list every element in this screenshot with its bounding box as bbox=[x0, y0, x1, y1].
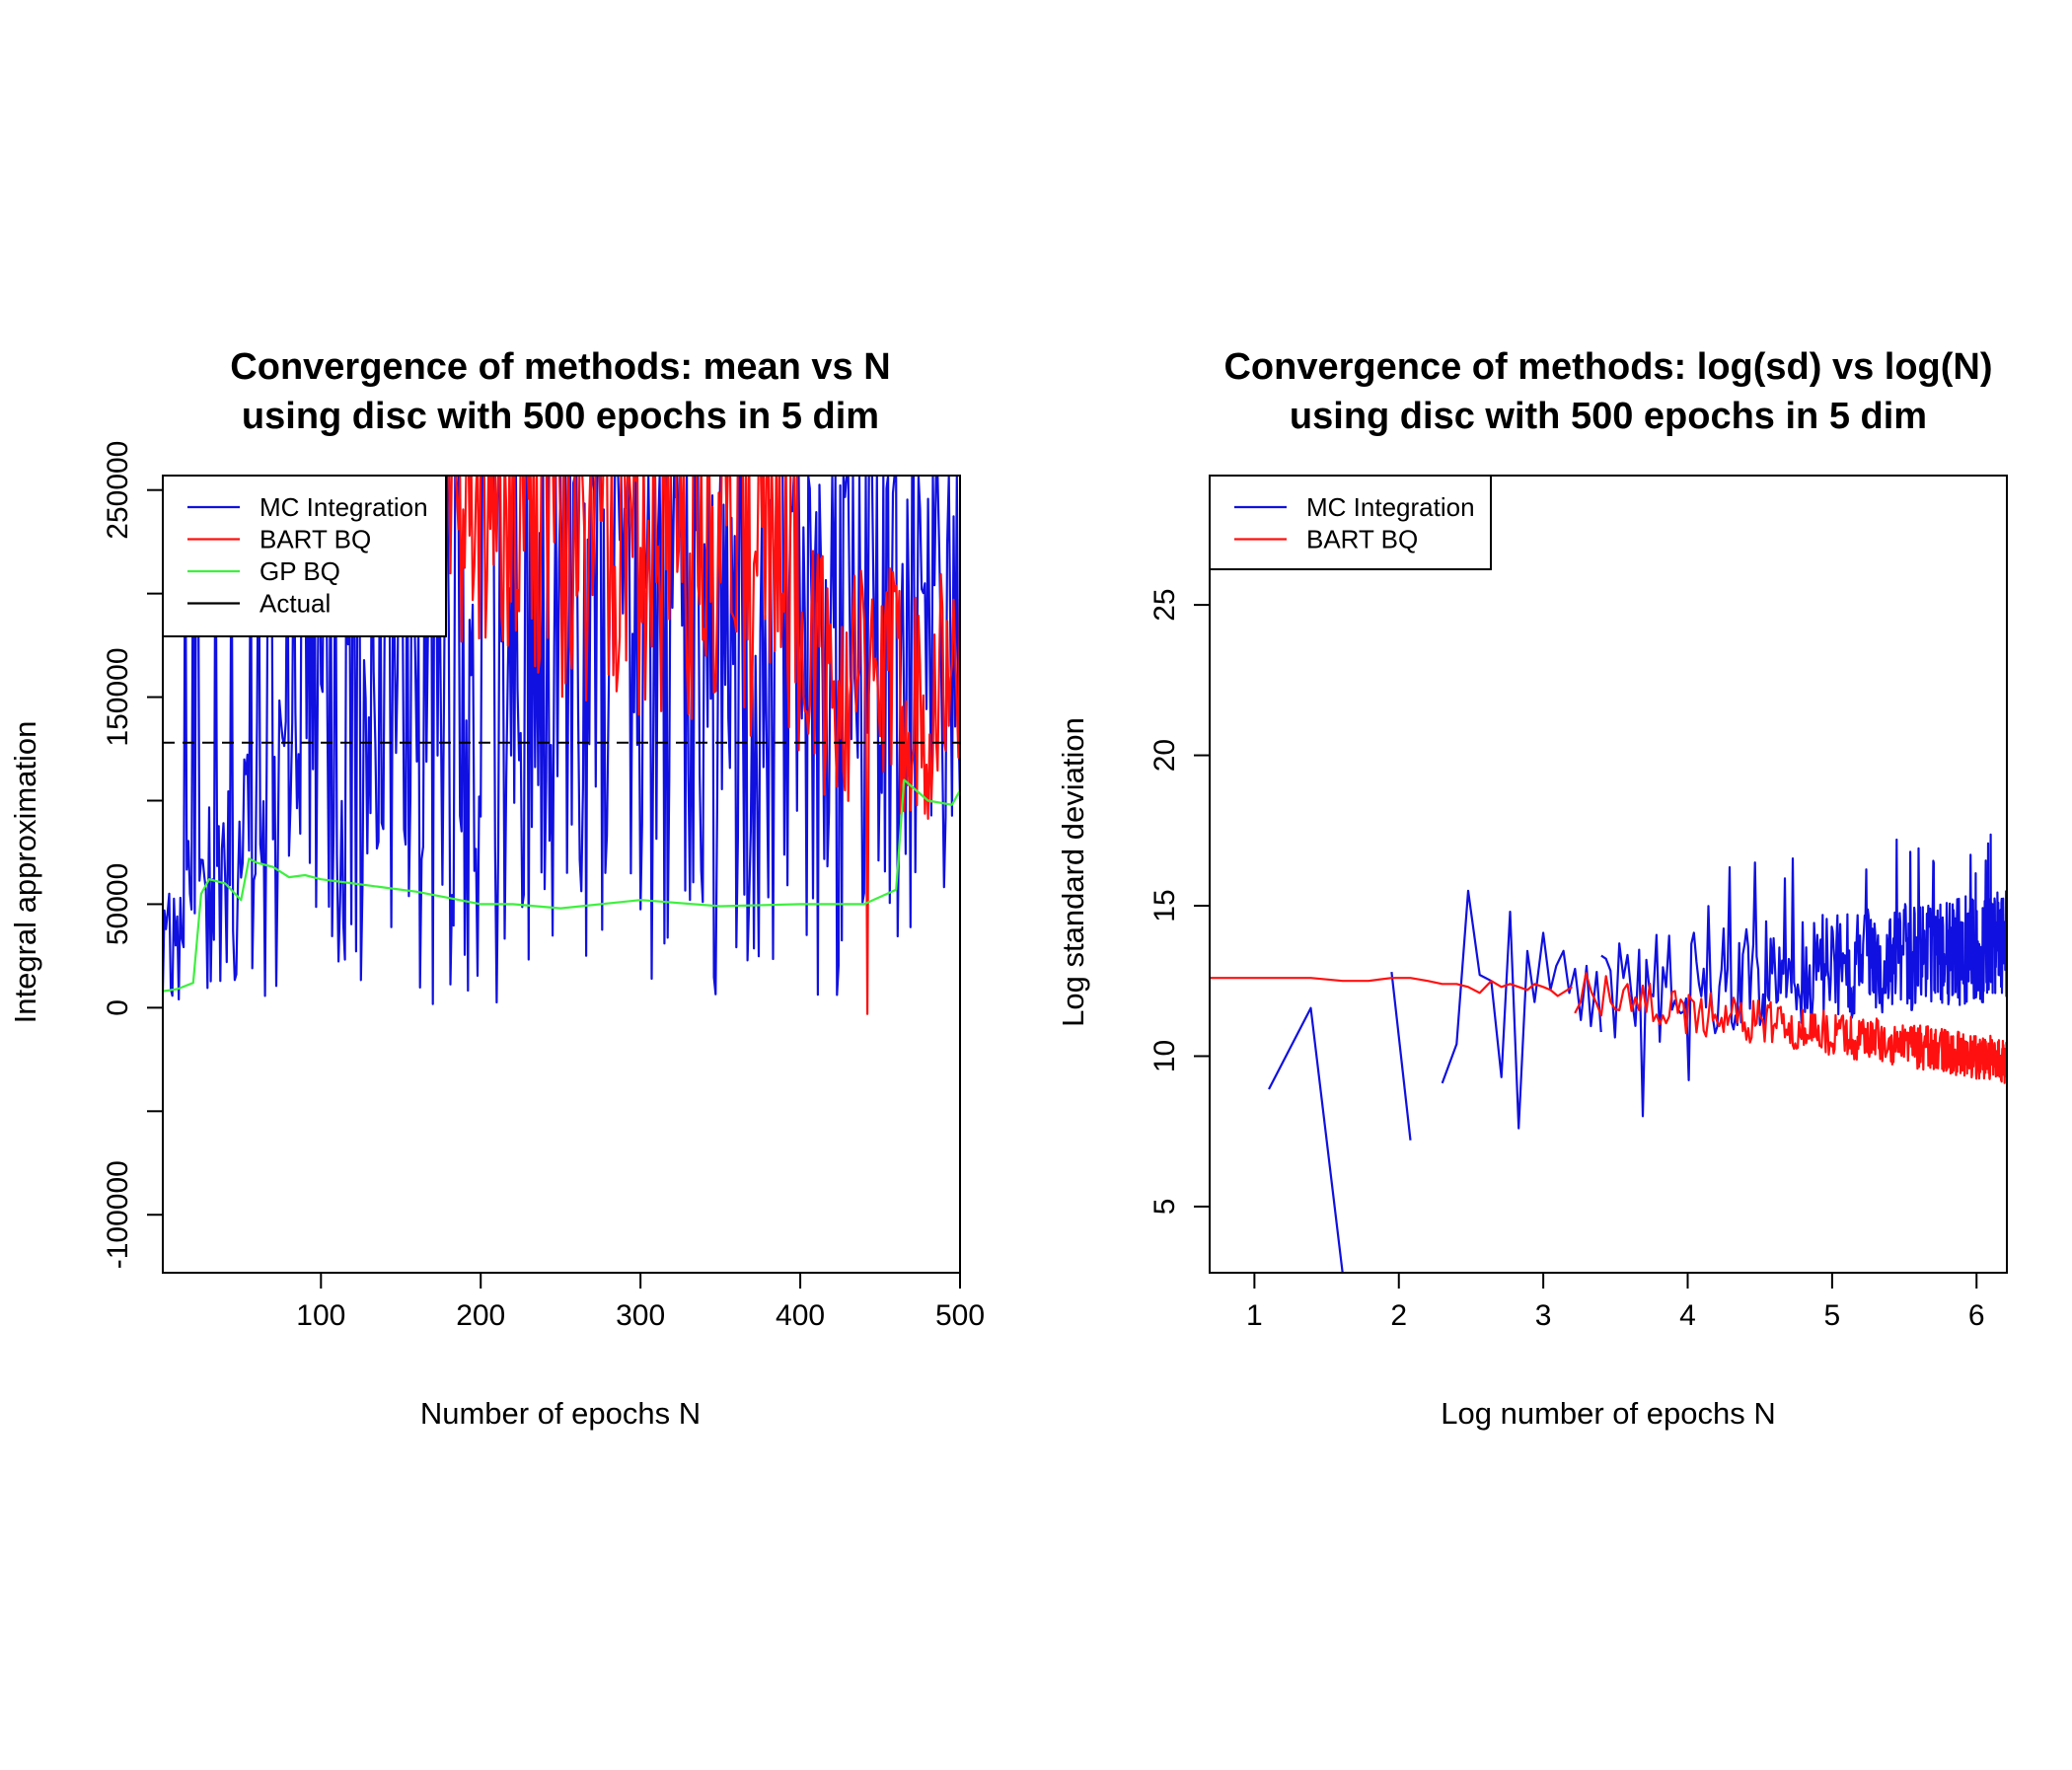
left-x-tick-label: 400 bbox=[776, 1299, 825, 1332]
left-series-bart-bq bbox=[448, 476, 960, 1015]
left-legend-label: BART BQ bbox=[259, 525, 371, 554]
left-title-line2: using disc with 500 epochs in 5 dim bbox=[242, 396, 879, 437]
left-x-tick-label: 500 bbox=[935, 1299, 985, 1332]
left-plot-frame bbox=[162, 475, 961, 1274]
left-x-tick-label: 300 bbox=[616, 1299, 665, 1332]
left-y-tick-label: 250000 bbox=[102, 441, 134, 540]
right-series-mc-integration-segment bbox=[1268, 1006, 1344, 1273]
left-legend-label: MC Integration bbox=[259, 492, 428, 522]
right-series-mc-integration-segment bbox=[1390, 971, 1412, 1141]
right-legend-label: BART BQ bbox=[1306, 525, 1418, 554]
right-legend: MC Integration BART BQ bbox=[1209, 475, 1492, 570]
right-x-tick-label: 2 bbox=[1390, 1299, 1407, 1332]
right-x-axis-label: Log number of epochs N bbox=[1441, 1396, 1776, 1431]
right-y-tick-label: 25 bbox=[1148, 588, 1181, 621]
left-x-tick-label: 200 bbox=[456, 1299, 505, 1332]
right-plot-frame bbox=[1209, 475, 2008, 1274]
right-legend-label: MC Integration bbox=[1306, 492, 1475, 522]
right-series-bart-bq-tail bbox=[1574, 972, 2007, 1084]
right-plot-area bbox=[1209, 475, 2008, 1274]
left-y-axis-label: Integral approximation bbox=[8, 721, 42, 1024]
left-legend-box bbox=[162, 475, 447, 637]
right-y-axis-label: Log standard deviation bbox=[1056, 717, 1090, 1027]
right-title-line1: Convergence of methods: log(sd) vs log(N… bbox=[1223, 346, 1992, 388]
left-plot-area bbox=[162, 475, 961, 1274]
left-chart: Convergence of methods: mean vs N using … bbox=[8, 346, 985, 1431]
right-y-tick-label: 15 bbox=[1148, 889, 1181, 922]
left-y-tick-label: -100000 bbox=[102, 1160, 134, 1269]
right-series-bart-bq bbox=[1210, 977, 1573, 997]
right-y-tick-label: 5 bbox=[1148, 1199, 1181, 1216]
left-y-tick-label: 0 bbox=[102, 999, 134, 1016]
right-x-tick-label: 4 bbox=[1679, 1299, 1696, 1332]
left-series-gp-bq bbox=[163, 778, 960, 993]
left-legend-label: Actual bbox=[259, 589, 331, 619]
left-legend-label: GP BQ bbox=[259, 556, 340, 586]
right-legend-box bbox=[1209, 475, 1492, 570]
right-title-line2: using disc with 500 epochs in 5 dim bbox=[1290, 396, 1927, 437]
left-x-axis-label: Number of epochs N bbox=[420, 1396, 701, 1431]
right-x-tick-label: 1 bbox=[1246, 1299, 1263, 1332]
left-title-line1: Convergence of methods: mean vs N bbox=[230, 346, 890, 388]
right-x-tick-label: 6 bbox=[1968, 1299, 1985, 1332]
right-x-tick-label: 5 bbox=[1824, 1299, 1841, 1332]
right-x-tick-label: 3 bbox=[1535, 1299, 1552, 1332]
left-x-tick-label: 100 bbox=[296, 1299, 345, 1332]
right-y-tick-label: 10 bbox=[1148, 1040, 1181, 1072]
right-y-tick-label: 20 bbox=[1148, 739, 1181, 772]
right-chart: Convergence of methods: log(sd) vs log(N… bbox=[1056, 346, 2008, 1431]
right-series-mc-integration-tail bbox=[1600, 833, 2007, 1118]
left-y-tick-label: 50000 bbox=[102, 863, 134, 945]
left-y-tick-label: 150000 bbox=[102, 648, 134, 747]
